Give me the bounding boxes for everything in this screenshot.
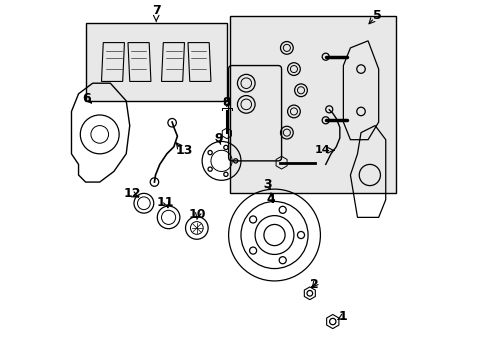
Text: 14: 14 — [314, 145, 329, 155]
Text: 11: 11 — [157, 196, 174, 209]
Text: 1: 1 — [338, 310, 346, 323]
Text: 2: 2 — [309, 278, 318, 291]
Text: 10: 10 — [188, 208, 206, 221]
Bar — [85, 23, 226, 101]
Text: 6: 6 — [82, 91, 90, 104]
Text: 13: 13 — [175, 144, 192, 157]
Text: 12: 12 — [123, 187, 141, 200]
Text: 4: 4 — [266, 193, 275, 206]
Text: 8: 8 — [222, 96, 231, 109]
Text: 5: 5 — [372, 9, 381, 22]
Text: 7: 7 — [152, 4, 160, 17]
Text: 9: 9 — [214, 132, 222, 145]
Text: 3: 3 — [263, 179, 271, 192]
Bar — [230, 16, 395, 193]
